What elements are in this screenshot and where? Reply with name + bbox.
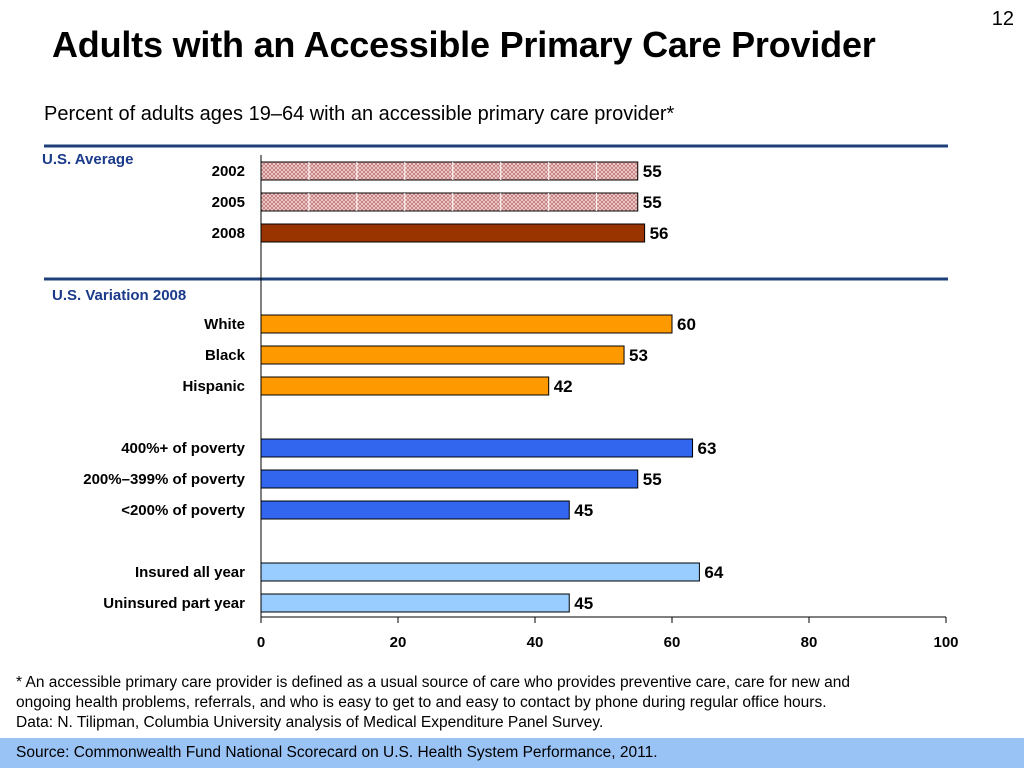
x-tick-label: 60 (664, 634, 681, 651)
category-label: Black (205, 347, 246, 364)
category-label: White (204, 316, 245, 333)
category-label: 2005 (212, 194, 245, 211)
category-label: <200% of poverty (121, 502, 245, 519)
section-label: U.S. Average (42, 151, 133, 168)
x-tick-label: 80 (801, 634, 818, 651)
source-bar: Source: Commonwealth Fund National Score… (0, 738, 1024, 768)
data-label: 64 (704, 563, 723, 582)
data-label: 63 (698, 439, 717, 458)
bar (260, 223, 646, 243)
bar (260, 192, 639, 212)
footnote-line: ongoing health problems, referrals, and … (16, 694, 827, 711)
chart-content: U.S. Average 2002 55 2005 55 2008 56 U.S. Varia… (42, 144, 959, 651)
category-label: Insured all year (135, 564, 245, 581)
bar (260, 500, 570, 520)
footnote: * An accessible primary care provider is… (16, 673, 1006, 733)
section-label: U.S. Variation 2008 (52, 287, 186, 304)
bar (260, 345, 625, 365)
x-tick-label: 0 (257, 634, 265, 651)
chart-subtitle: Percent of adults ages 19–64 with an acc… (44, 103, 675, 125)
data-label: 45 (574, 501, 593, 520)
bar (260, 469, 639, 489)
page-number: 12 (991, 8, 1014, 30)
page-title: Adults with an Accessible Primary Care P… (52, 24, 876, 65)
bar (260, 562, 700, 582)
bar-chart: U.S. Average 2002 55 2005 55 2008 56 U.S. Varia… (42, 144, 959, 651)
x-tick-label: 20 (390, 634, 407, 651)
source-text: Source: Commonwealth Fund National Score… (16, 744, 658, 761)
data-label: 45 (574, 594, 593, 613)
data-label: 42 (554, 377, 573, 396)
data-label: 53 (629, 346, 648, 365)
x-tick-label: 100 (933, 634, 958, 651)
bar (260, 438, 694, 458)
data-label: 55 (643, 193, 662, 212)
category-label: Uninsured part year (103, 595, 245, 612)
data-label: 60 (677, 315, 696, 334)
category-label: 2002 (212, 163, 245, 180)
bar (260, 376, 550, 396)
data-label: 55 (643, 162, 662, 181)
x-tick-label: 40 (527, 634, 544, 651)
category-label: 400%+ of poverty (121, 440, 245, 457)
bar (260, 593, 570, 613)
data-note: Data: N. Tilipman, Columbia University a… (16, 714, 604, 731)
category-label: 200%–399% of poverty (83, 471, 245, 488)
category-label: Hispanic (182, 378, 245, 395)
category-label: 2008 (212, 225, 245, 242)
footnote-line: * An accessible primary care provider is… (16, 674, 850, 691)
data-label: 55 (643, 470, 662, 489)
data-label: 56 (650, 224, 669, 243)
bar (260, 314, 673, 334)
bar (260, 161, 639, 181)
